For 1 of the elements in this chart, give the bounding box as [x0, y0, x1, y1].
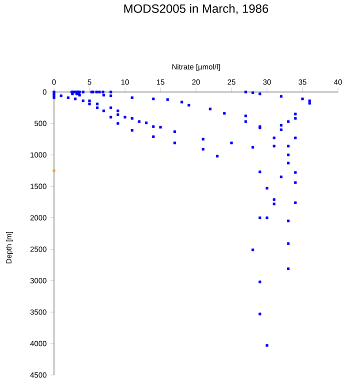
- chart-title: MODS2005 in March, 1986: [124, 4, 268, 14]
